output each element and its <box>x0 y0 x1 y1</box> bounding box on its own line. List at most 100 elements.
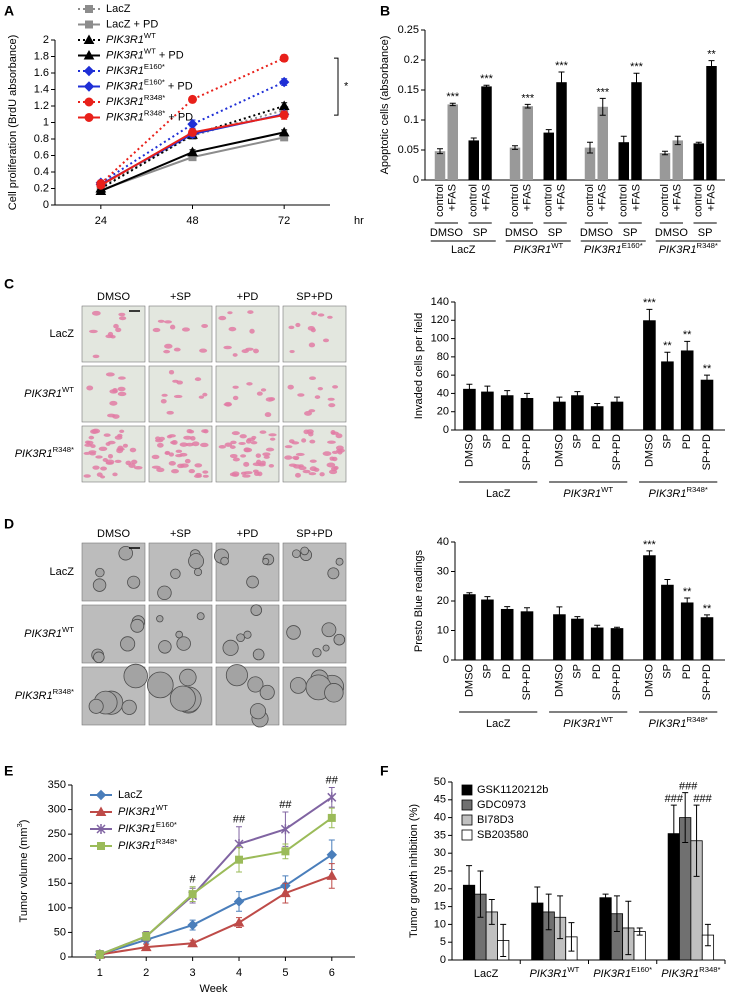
cell <box>257 471 263 477</box>
error-bar <box>704 614 710 621</box>
error-bar <box>674 135 681 146</box>
error-bar <box>684 597 691 608</box>
cell <box>156 467 165 473</box>
significance: ## <box>233 814 246 826</box>
cell <box>322 338 330 343</box>
spheroid <box>321 622 337 638</box>
cell <box>118 376 126 380</box>
cell <box>105 372 115 377</box>
legend-marker <box>96 824 106 834</box>
cell <box>304 411 313 416</box>
bar <box>597 106 608 180</box>
cell <box>317 313 325 317</box>
y-tick-label: 200 <box>48 853 66 865</box>
cell <box>88 329 98 334</box>
significance: *** <box>596 86 610 98</box>
bar <box>680 602 694 660</box>
legend-label: PIK3R1E160* + PD <box>106 77 193 92</box>
cell <box>288 325 295 330</box>
spheroid <box>146 671 174 699</box>
cell <box>90 444 96 449</box>
spheroid <box>247 676 264 693</box>
error-bar <box>625 900 632 956</box>
row-label: LacZ <box>50 328 75 340</box>
x-tick-label: DMSO <box>553 664 565 697</box>
x-tick-label: PD <box>591 434 603 449</box>
y-tick-label: 0 <box>43 199 49 211</box>
micrograph <box>215 305 280 363</box>
error-bar <box>613 895 620 933</box>
cell <box>332 385 339 389</box>
significance: ** <box>703 603 712 615</box>
y-tick-label: 300 <box>48 803 66 815</box>
cell <box>246 382 253 386</box>
cell <box>230 440 237 445</box>
error-bar <box>466 592 473 597</box>
x-tick-label: SP <box>571 434 583 449</box>
cell <box>166 435 173 439</box>
label-part: PIK3R1 <box>661 968 699 980</box>
cell <box>263 455 270 459</box>
significance: *** <box>630 61 644 73</box>
significance: ** <box>663 340 672 352</box>
data-point <box>280 824 290 835</box>
label-part: E160* <box>144 77 165 86</box>
bar <box>584 147 596 180</box>
micrograph <box>148 365 213 423</box>
y-tick-label: 0.2 <box>34 182 49 194</box>
error-bar <box>636 927 643 936</box>
legend-label: PIK3R1WT + PD <box>106 46 184 61</box>
cell <box>231 431 240 436</box>
x-tick-label: +FAS <box>705 184 717 211</box>
bar <box>661 361 674 430</box>
x-tick-label: PIK3R1R348* <box>661 965 720 980</box>
cell <box>118 316 127 321</box>
x-tick-label: LacZ <box>474 968 499 980</box>
error-bar <box>599 97 606 116</box>
cell <box>160 399 167 404</box>
treatment-label: DMSO <box>505 227 538 239</box>
spheroid <box>243 630 252 639</box>
legend-marker <box>83 65 95 77</box>
bar <box>509 147 521 180</box>
cell <box>224 401 232 407</box>
cell <box>114 435 123 440</box>
y-tick-label: 45 <box>434 794 446 806</box>
spheroid <box>175 630 183 639</box>
label-part: R348* <box>144 93 165 102</box>
group-label: PIK3R1R348* <box>659 241 718 256</box>
x-tick-label: PIK3R1E160* <box>593 965 652 980</box>
spheroid <box>249 703 267 720</box>
data-point <box>278 76 290 88</box>
bar <box>590 627 604 660</box>
data-point <box>187 937 198 948</box>
x-tick-label: SP+PD <box>701 434 713 470</box>
bar <box>553 614 566 660</box>
data-point <box>95 950 104 959</box>
x-axis-label: hr <box>354 215 364 227</box>
legend-label: BI78D3 <box>477 814 514 826</box>
label-part: WT <box>156 803 168 812</box>
cell <box>122 443 128 448</box>
legend-label: PIK3R1E160* <box>106 62 165 77</box>
y-tick-label: 0 <box>443 424 449 436</box>
bar <box>693 143 704 180</box>
cell <box>86 385 94 391</box>
bracket <box>334 57 339 116</box>
x-tick-label: PD <box>501 434 513 449</box>
bar <box>571 395 584 430</box>
data-point <box>140 941 152 952</box>
column-label: DMSO <box>97 291 130 303</box>
error-bar <box>646 550 653 561</box>
cell <box>95 455 103 459</box>
y-tick-label: 1.4 <box>34 83 49 95</box>
error-bar <box>574 391 581 400</box>
y-tick-label: 0 <box>60 951 66 963</box>
label-part: WT <box>567 965 579 974</box>
label-part: WT <box>551 241 563 250</box>
spheroid <box>333 633 346 646</box>
cell <box>327 397 335 401</box>
bar <box>520 398 534 430</box>
error-bar <box>466 383 473 394</box>
legend-label: PIK3R1E160* <box>118 820 177 835</box>
